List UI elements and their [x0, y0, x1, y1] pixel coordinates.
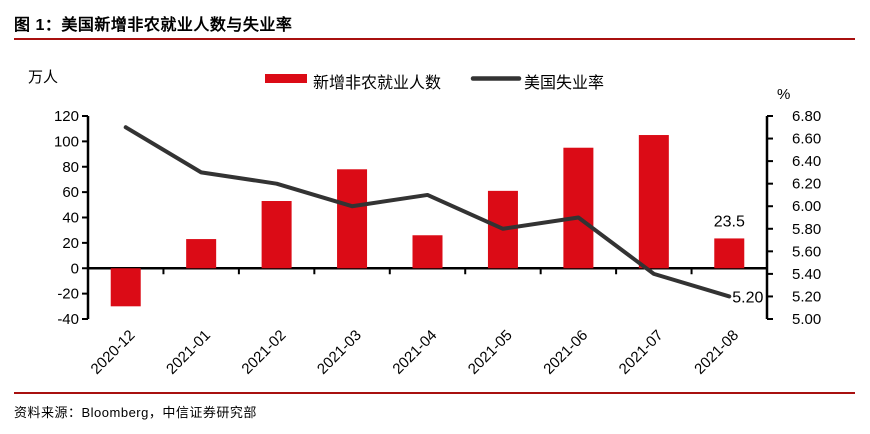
left-axis-tick-label: 80: [62, 159, 79, 176]
bar: [337, 169, 368, 269]
x-axis-label: 2021-05: [465, 327, 516, 378]
right-axis-tick-label: 6.20: [792, 176, 821, 193]
x-axis-label: 2021-07: [616, 327, 667, 378]
left-axis-unit: 万人: [28, 69, 58, 86]
legend-label-line: 美国失业率: [524, 74, 604, 92]
right-axis-tick-label: 5.20: [792, 288, 821, 305]
right-axis-tick-label: 6.00: [792, 198, 821, 215]
line-data-label: 5.20: [732, 289, 763, 306]
left-axis-tick-label: 120: [54, 108, 79, 125]
x-axis-label: 2021-04: [389, 327, 440, 378]
legend-swatch-bar: [265, 74, 307, 83]
right-axis-tick-label: 5.80: [792, 221, 821, 238]
figure-title: 图 1：美国新增非农就业人数与失业率: [14, 17, 293, 34]
right-axis-tick-label: 6.40: [792, 153, 821, 170]
right-axis-tick-label: 5.00: [792, 311, 821, 328]
left-axis-tick-label: -40: [57, 311, 79, 328]
right-axis-tick-label: 5.60: [792, 243, 821, 260]
left-axis-tick-label: 20: [62, 235, 79, 252]
bar: [638, 135, 669, 269]
left-axis-tick-label: 100: [54, 133, 79, 150]
right-axis-unit: %: [777, 86, 790, 103]
bar: [563, 147, 594, 269]
bar: [110, 268, 141, 307]
x-axis-label: 2021-06: [540, 327, 591, 378]
x-axis-label: 2021-02: [238, 327, 289, 378]
bar: [714, 238, 745, 269]
right-axis-tick-label: 5.40: [792, 266, 821, 283]
source-note: 资料来源：Bloomberg，中信证券研究部: [14, 405, 257, 420]
x-axis-label: 2021-08: [691, 327, 742, 378]
x-axis-label: 2020-12: [88, 327, 139, 378]
x-axis-label: 2021-03: [314, 327, 365, 378]
left-axis-tick-label: -20: [57, 286, 79, 303]
legend-label-bar: 新增非农就业人数: [313, 74, 441, 92]
unemployment-line: [123, 125, 732, 299]
title-underline: [14, 38, 855, 40]
left-axis-tick-label: 60: [62, 184, 79, 201]
bar: [412, 235, 443, 269]
right-axis-tick-label: 6.60: [792, 131, 821, 148]
right-axis-tick-label: 6.80: [792, 108, 821, 125]
left-axis-tick-label: 40: [62, 210, 79, 227]
left-axis-tick-label: 0: [71, 260, 79, 277]
bar-data-label: 23.5: [714, 213, 745, 230]
bar: [186, 239, 217, 269]
footer-rule: [14, 392, 855, 394]
x-axis-label: 2021-01: [163, 327, 214, 378]
bar: [261, 201, 292, 269]
